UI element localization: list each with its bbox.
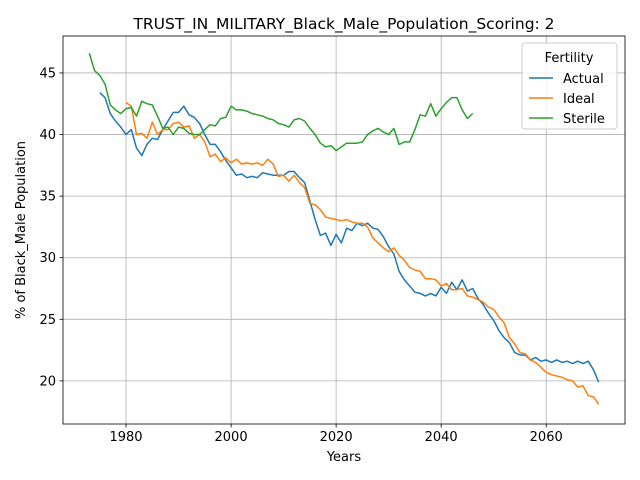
series-line-actual (99, 92, 600, 383)
y-tick-label: 30 (39, 251, 56, 266)
chart-title: TRUST_IN_MILITARY_Black_Male_Population_… (132, 15, 554, 34)
y-tick-label: 20 (39, 374, 56, 389)
legend-title: Fertility (545, 51, 594, 66)
y-tick-label: 45 (39, 66, 56, 81)
x-tick-label: 1980 (109, 430, 142, 445)
y-axis-label: % of Black_Male Population (14, 141, 29, 319)
series-line-sterile (88, 52, 474, 152)
y-tick-label: 25 (39, 313, 56, 328)
x-axis-label: Years (326, 450, 362, 465)
legend-label-ideal: Ideal (563, 92, 595, 107)
legend-box (521, 42, 618, 130)
x-tick-label: 2060 (530, 430, 563, 445)
series-lines (88, 52, 600, 405)
x-axis-ticks: 1980 2000 2020 2040 2060 (109, 424, 563, 445)
x-tick-label: 2040 (425, 430, 458, 445)
plot-frame (62, 35, 626, 425)
y-tick-label: 40 (39, 128, 56, 143)
legend: Fertility Actual Ideal Sterile (521, 42, 618, 130)
series-line-ideal (125, 101, 600, 405)
y-axis-ticks: 20 25 30 35 40 45 (39, 66, 63, 389)
legend-label-actual: Actual (563, 72, 604, 87)
legend-items: Actual Ideal Sterile (529, 72, 605, 127)
x-tick-label: 2000 (215, 430, 248, 445)
legend-label-sterile: Sterile (563, 112, 605, 127)
y-tick-label: 35 (39, 190, 56, 205)
x-tick-label: 2020 (320, 430, 353, 445)
